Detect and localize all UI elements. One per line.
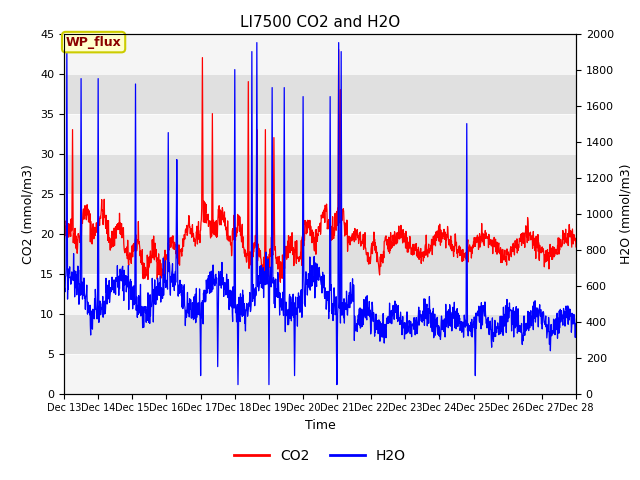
Legend: CO2, H2O: CO2, H2O [228,443,412,468]
Title: LI7500 CO2 and H2O: LI7500 CO2 and H2O [240,15,400,30]
Y-axis label: H2O (mmol/m3): H2O (mmol/m3) [620,163,632,264]
Bar [64,274,576,313]
Y-axis label: CO2 (mmol/m3): CO2 (mmol/m3) [22,164,35,264]
Bar [64,34,576,73]
Text: WP_flux: WP_flux [66,36,122,48]
X-axis label: Time: Time [305,419,335,432]
Bar [64,354,576,394]
Bar [64,114,576,154]
Bar [64,193,576,234]
